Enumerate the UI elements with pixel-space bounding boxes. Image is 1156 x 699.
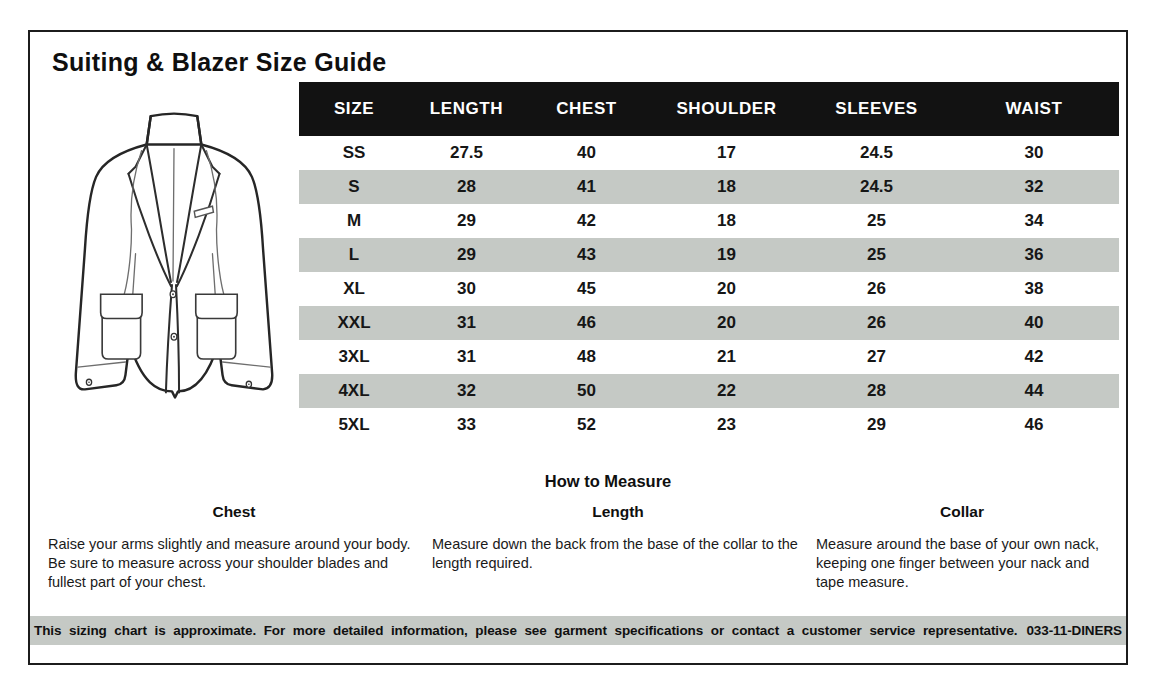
column-header: SHOULDER — [649, 99, 804, 119]
table-row: 5XL3352232946 — [299, 408, 1119, 442]
table-row: XL3045202638 — [299, 272, 1119, 306]
how-to-measure-sections: Chest Raise your arms slightly and measur… — [48, 503, 1108, 592]
footer-note-bar: This sizing chart is approximate. For mo… — [30, 616, 1126, 645]
table-row: 3XL3148212742 — [299, 340, 1119, 374]
measurement-cell: 30 — [949, 143, 1119, 163]
measurement-cell: 32 — [949, 177, 1119, 197]
size-cell: S — [299, 177, 409, 197]
measurement-cell: 42 — [524, 211, 649, 231]
blazer-illustration — [52, 102, 296, 446]
table-row: L2943192536 — [299, 238, 1119, 272]
measurement-cell: 46 — [524, 313, 649, 333]
measurement-cell: 44 — [949, 381, 1119, 401]
measurement-cell: 24.5 — [804, 177, 949, 197]
column-header: SIZE — [299, 99, 409, 119]
measurement-cell: 33 — [409, 415, 524, 435]
page-title: Suiting & Blazer Size Guide — [52, 48, 387, 77]
measurement-cell: 22 — [649, 381, 804, 401]
measurement-cell: 30 — [409, 279, 524, 299]
measurement-cell: 46 — [949, 415, 1119, 435]
table-row: S28411824.532 — [299, 170, 1119, 204]
size-cell: 3XL — [299, 347, 409, 367]
measure-section-text: Raise your arms slightly and measure aro… — [48, 535, 420, 592]
footer-code: 033-11-DINERS — [1026, 623, 1122, 638]
table-row: 4XL3250222844 — [299, 374, 1119, 408]
measurement-cell: 18 — [649, 211, 804, 231]
measure-section-text: Measure around the base of your own nack… — [816, 535, 1108, 592]
measurement-cell: 24.5 — [804, 143, 949, 163]
measure-section-title: Length — [432, 503, 804, 521]
measurement-cell: 31 — [409, 313, 524, 333]
measurement-cell: 19 — [649, 245, 804, 265]
size-cell: L — [299, 245, 409, 265]
measurement-cell: 17 — [649, 143, 804, 163]
size-cell: XL — [299, 279, 409, 299]
measure-section-title: Collar — [816, 503, 1108, 521]
measurement-cell: 45 — [524, 279, 649, 299]
size-cell: XXL — [299, 313, 409, 333]
measurement-cell: 26 — [804, 313, 949, 333]
measure-section: Chest Raise your arms slightly and measur… — [48, 503, 420, 592]
measurement-cell: 32 — [409, 381, 524, 401]
measure-section: Collar Measure around the base of your ow… — [816, 503, 1108, 592]
measurement-cell: 40 — [524, 143, 649, 163]
size-cell: M — [299, 211, 409, 231]
measurement-cell: 29 — [409, 211, 524, 231]
column-header: SLEEVES — [804, 99, 949, 119]
size-cell: 4XL — [299, 381, 409, 401]
measurement-cell: 34 — [949, 211, 1119, 231]
measurement-cell: 41 — [524, 177, 649, 197]
measurement-cell: 40 — [949, 313, 1119, 333]
table-header: SIZELENGTHCHESTSHOULDERSLEEVESWAIST — [299, 82, 1119, 136]
size-cell: SS — [299, 143, 409, 163]
measurement-cell: 42 — [949, 347, 1119, 367]
measure-section-text: Measure down the back from the base of t… — [432, 535, 804, 573]
measurement-cell: 21 — [649, 347, 804, 367]
measurement-cell: 18 — [649, 177, 804, 197]
table-row: XXL3146202640 — [299, 306, 1119, 340]
column-header: LENGTH — [409, 99, 524, 119]
measurement-cell: 36 — [949, 245, 1119, 265]
measure-section-title: Chest — [48, 503, 420, 521]
measurement-cell: 43 — [524, 245, 649, 265]
measure-section: Length Measure down the back from the bas… — [432, 503, 804, 592]
column-header: CHEST — [524, 99, 649, 119]
measurement-cell: 27.5 — [409, 143, 524, 163]
measurement-cell: 28 — [804, 381, 949, 401]
size-cell: 5XL — [299, 415, 409, 435]
measurement-cell: 38 — [949, 279, 1119, 299]
size-guide-card: Suiting & Blazer Size Guide — [28, 30, 1128, 665]
measurement-cell: 27 — [804, 347, 949, 367]
measurement-cell: 26 — [804, 279, 949, 299]
measurement-cell: 28 — [409, 177, 524, 197]
measurement-cell: 48 — [524, 347, 649, 367]
size-table: SIZELENGTHCHESTSHOULDERSLEEVESWAIST SS27… — [299, 82, 1119, 442]
measurement-cell: 20 — [649, 313, 804, 333]
table-row: SS27.5401724.530 — [299, 136, 1119, 170]
table-body: SS27.5401724.530S28411824.532M2942182534… — [299, 136, 1119, 442]
measurement-cell: 20 — [649, 279, 804, 299]
measurement-cell: 52 — [524, 415, 649, 435]
measurement-cell: 31 — [409, 347, 524, 367]
how-to-measure-heading: How to Measure — [60, 472, 1156, 491]
column-header: WAIST — [949, 99, 1119, 119]
footer-note-text: This sizing chart is approximate. For mo… — [34, 623, 1017, 638]
measurement-cell: 25 — [804, 245, 949, 265]
measurement-cell: 50 — [524, 381, 649, 401]
table-row: M2942182534 — [299, 204, 1119, 238]
measurement-cell: 25 — [804, 211, 949, 231]
measurement-cell: 29 — [409, 245, 524, 265]
measurement-cell: 29 — [804, 415, 949, 435]
measurement-cell: 23 — [649, 415, 804, 435]
